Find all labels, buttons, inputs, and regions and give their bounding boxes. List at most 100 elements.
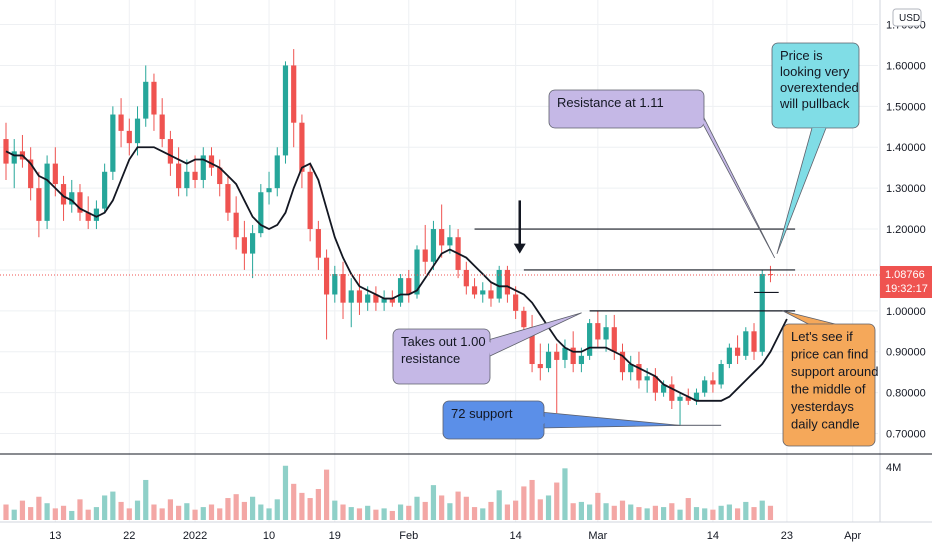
candle[interactable] (652, 368, 658, 401)
price-tick-label: 1.20000 (886, 224, 926, 236)
candle[interactable] (718, 359, 724, 389)
candle[interactable] (159, 98, 165, 148)
candle[interactable] (480, 282, 486, 303)
candle[interactable] (208, 147, 215, 176)
candle[interactable] (192, 155, 198, 189)
candle[interactable] (36, 171, 42, 238)
candle[interactable] (743, 327, 749, 360)
annotation-callout[interactable]: Resistance at 1.11 (548, 89, 775, 259)
candle[interactable] (488, 282, 494, 307)
candle[interactable] (677, 392, 683, 426)
candle[interactable] (661, 380, 667, 397)
candle[interactable] (504, 265, 511, 303)
candle[interactable] (241, 220, 247, 270)
candle[interactable] (513, 286, 519, 320)
candle[interactable] (587, 319, 593, 360)
candle[interactable] (282, 61, 289, 164)
candle[interactable] (422, 224, 428, 275)
candle[interactable] (233, 196, 239, 250)
candle-body (250, 233, 256, 254)
candle[interactable] (102, 163, 108, 213)
candle[interactable] (537, 343, 543, 381)
candle[interactable] (217, 159, 223, 197)
candle[interactable] (200, 147, 206, 189)
candle[interactable] (60, 175, 67, 221)
candle[interactable] (636, 351, 642, 389)
candle[interactable] (110, 106, 116, 180)
candle[interactable] (356, 274, 363, 315)
candle[interactable] (291, 49, 297, 148)
candle[interactable] (496, 265, 502, 303)
candle[interactable] (463, 261, 469, 295)
candle-body (241, 237, 247, 254)
candle[interactable] (726, 343, 732, 369)
volume-bar (529, 479, 535, 520)
candle[interactable] (751, 323, 757, 360)
candle[interactable] (118, 98, 124, 148)
candle[interactable] (439, 204, 445, 258)
candle[interactable] (77, 184, 83, 221)
candle-body (496, 269, 502, 299)
candle[interactable] (545, 343, 552, 373)
candle-body (36, 188, 42, 221)
candle[interactable] (669, 376, 675, 410)
candle-body (693, 392, 700, 401)
price-label: 1.08766 19:32:17 (880, 265, 932, 298)
annotation-callout[interactable]: Takes out 1.00 resistance (392, 312, 582, 385)
candle[interactable] (323, 249, 330, 340)
candle[interactable] (702, 376, 708, 397)
price-label-countdown: 19:32:17 (885, 283, 928, 295)
time-axis[interactable]: 13 22 2022 10 19 Feb 14 Mar 14 23 Apr (49, 530, 861, 542)
candle[interactable] (93, 200, 100, 230)
candle[interactable] (307, 163, 313, 242)
candle[interactable] (767, 265, 774, 283)
candle[interactable] (693, 388, 700, 405)
candle[interactable] (381, 290, 387, 311)
candle[interactable] (628, 355, 634, 381)
candle[interactable] (340, 261, 346, 320)
annotation-text: daily candle (791, 417, 860, 432)
candle[interactable] (397, 274, 404, 307)
candle[interactable] (44, 155, 50, 230)
candle[interactable] (734, 335, 741, 365)
candle[interactable] (299, 114, 305, 189)
candle[interactable] (266, 171, 272, 205)
candle[interactable] (554, 343, 560, 414)
candle[interactable] (11, 139, 17, 189)
volume-bar (332, 500, 338, 520)
candle[interactable] (603, 314, 609, 352)
candle[interactable] (184, 159, 190, 197)
candle[interactable] (710, 372, 716, 393)
candle[interactable] (348, 278, 354, 328)
candle[interactable] (167, 130, 173, 176)
candle[interactable] (315, 220, 321, 270)
candle[interactable] (595, 310, 601, 348)
candle[interactable] (69, 179, 75, 213)
candle[interactable] (562, 339, 568, 369)
candle[interactable] (151, 73, 157, 131)
annotation-callout[interactable]: Let's see if price can find support around… (782, 310, 879, 447)
candle[interactable] (28, 147, 34, 201)
candle[interactable] (332, 265, 338, 303)
currency-button[interactable]: USD (892, 8, 922, 27)
candle[interactable] (430, 220, 437, 270)
annotation-callout[interactable]: 72 support (442, 400, 681, 440)
candle[interactable] (126, 118, 132, 156)
volume-bar (93, 507, 100, 520)
candle[interactable] (250, 224, 256, 279)
candle[interactable] (619, 343, 626, 381)
candle[interactable] (274, 147, 280, 197)
candle[interactable] (373, 286, 379, 311)
candle[interactable] (143, 65, 149, 127)
time-tick-label: Apr (844, 530, 861, 542)
candles[interactable] (3, 49, 774, 426)
candle[interactable] (759, 269, 765, 356)
candle[interactable] (176, 147, 182, 197)
candle[interactable] (529, 314, 535, 373)
candle[interactable] (258, 184, 264, 238)
candle[interactable] (225, 175, 231, 221)
candle[interactable] (471, 278, 478, 299)
